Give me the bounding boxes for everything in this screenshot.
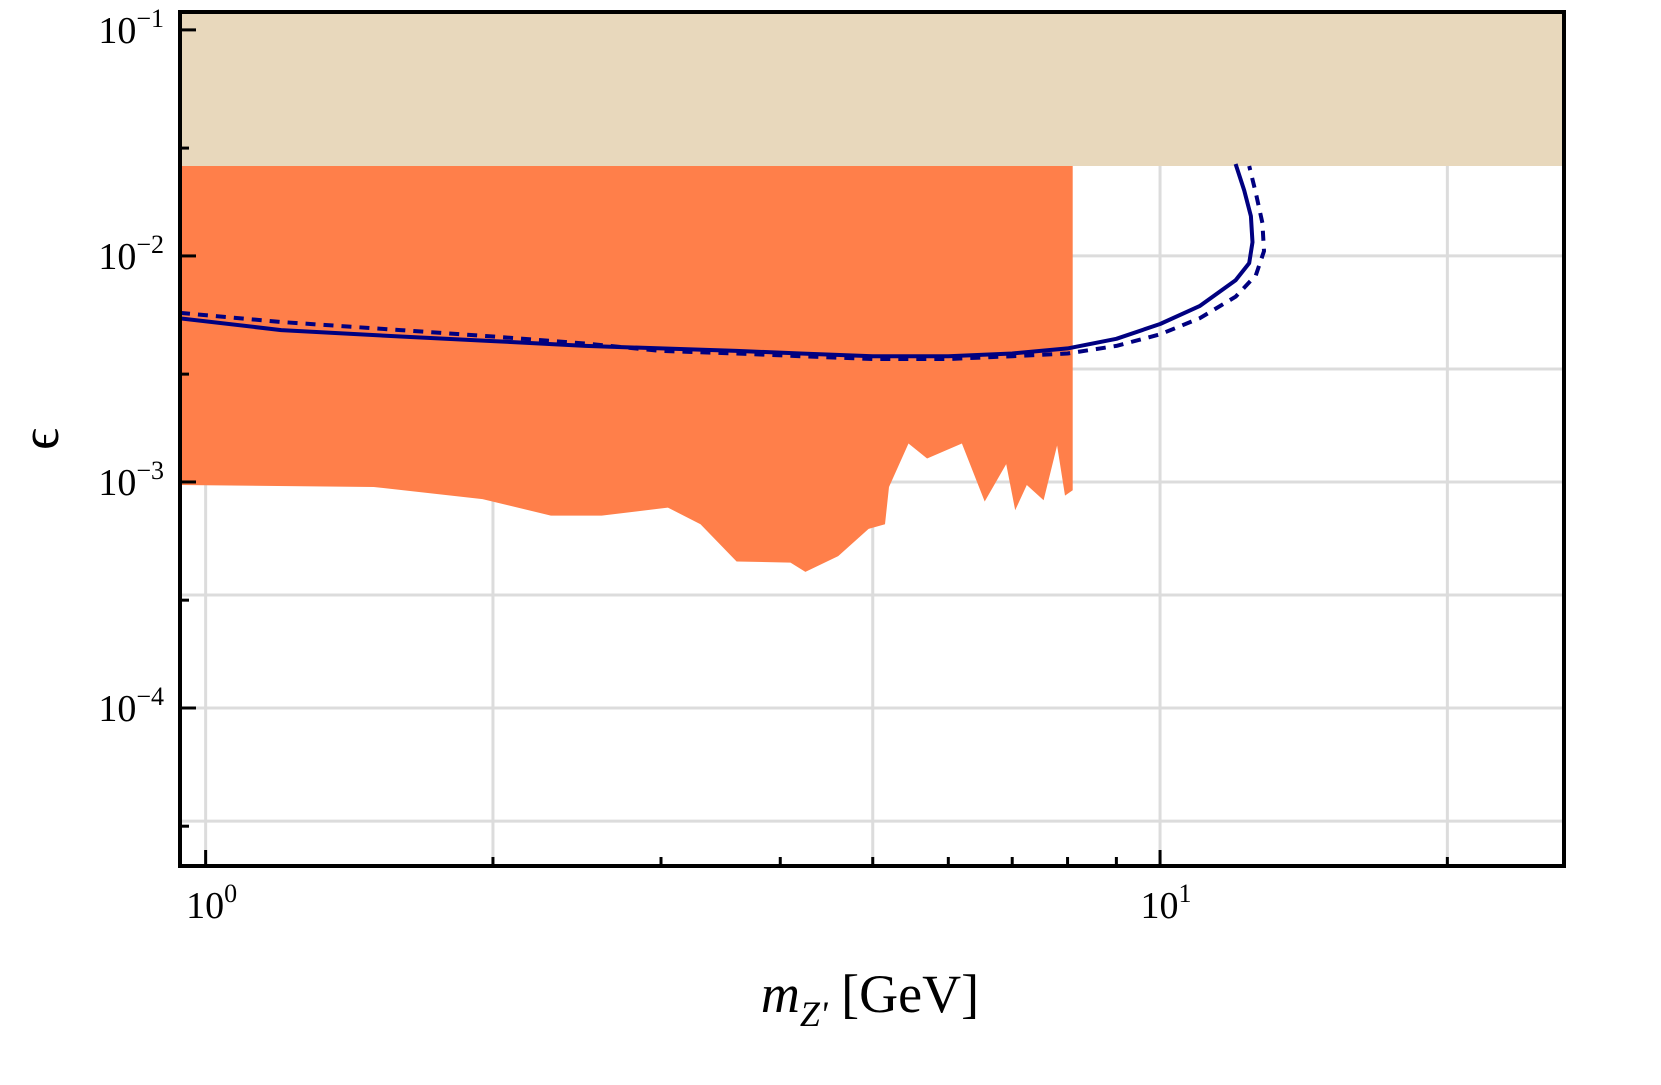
- tick-labels: 100 101 10−1 10−2 10−3 10−4: [98, 4, 1191, 927]
- x-axis-title: mZ' [GeV]: [761, 964, 979, 1034]
- y-tick-label: 10−4: [98, 682, 164, 730]
- dashed-curve: [180, 165, 1266, 361]
- axis-ticks: [180, 28, 1449, 866]
- solid-curve: [180, 163, 1255, 359]
- y-axis-title: ϵ: [10, 428, 70, 450]
- x-tick-label: 100: [186, 879, 237, 927]
- y-tick-label: 10−3: [98, 456, 164, 504]
- y-tick-label: 10−1: [98, 4, 164, 52]
- excluded-regions: [180, 12, 1564, 572]
- x-tick-label: 101: [1141, 879, 1192, 927]
- curves: [180, 163, 1266, 361]
- excluded-region: [180, 12, 1564, 166]
- y-tick-label: 10−2: [98, 230, 164, 278]
- excluded-region: [180, 166, 1073, 572]
